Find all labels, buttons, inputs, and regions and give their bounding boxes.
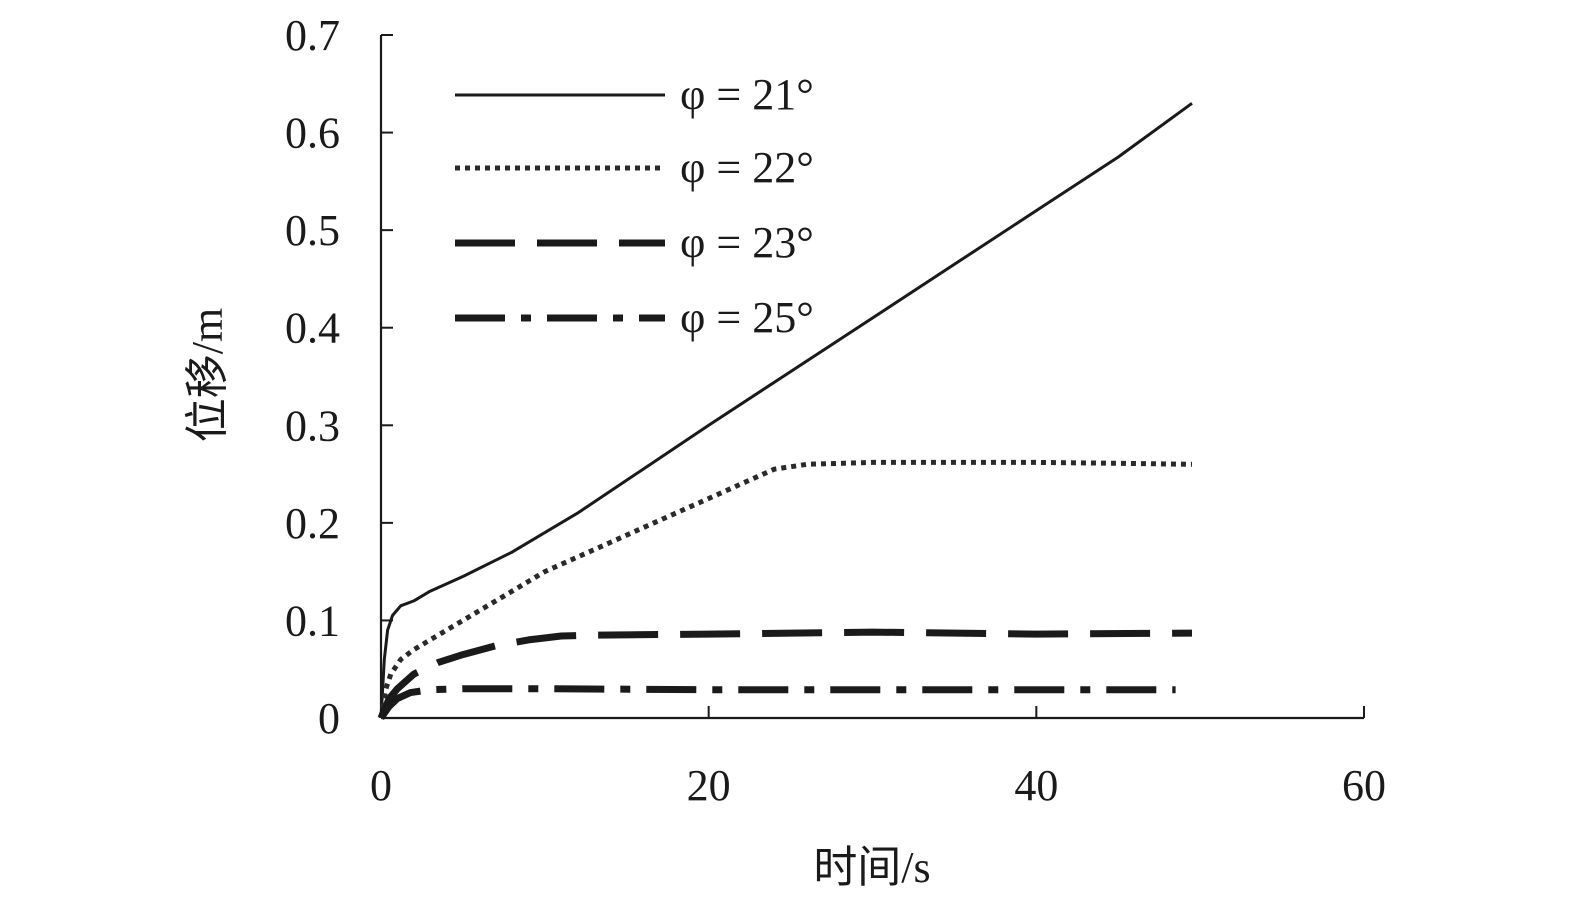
y-tick-label: 0.6 (285, 109, 340, 158)
y-tick-label: 0.5 (285, 206, 340, 255)
x-tick-label: 40 (1014, 761, 1058, 810)
x-axis-label: 时间/s (813, 843, 930, 892)
legend-label: φ = 23° (680, 218, 814, 267)
series-lines (377, 102, 1193, 721)
legend-label: φ = 21° (680, 70, 814, 119)
y-tick-label: 0.3 (285, 401, 340, 450)
x-tick-label: 60 (1342, 761, 1386, 810)
legend-label: φ = 22° (680, 143, 814, 192)
y-tick-label: 0 (318, 694, 340, 743)
axes: 0 20 40 60 0 0.1 0.2 0.3 0.4 0.5 0.6 0.7 (285, 11, 1386, 810)
y-tick-label: 0.4 (285, 304, 340, 353)
series-line-4 (378, 685, 1176, 721)
legend: φ = 21° φ = 22° φ = 23° φ = 25° (455, 70, 814, 342)
y-tick-label: 0.1 (285, 596, 340, 645)
x-tick-label: 0 (370, 761, 392, 810)
x-tick-label: 20 (687, 761, 731, 810)
series-line-2 (378, 459, 1193, 719)
y-tick-label: 0.7 (285, 11, 340, 60)
y-tick-label: 0.2 (285, 499, 340, 548)
legend-label: φ = 25° (680, 293, 814, 342)
series-line-1 (379, 102, 1193, 719)
series-line-3 (377, 628, 1193, 720)
y-axis-label: 位移/m (183, 308, 232, 442)
